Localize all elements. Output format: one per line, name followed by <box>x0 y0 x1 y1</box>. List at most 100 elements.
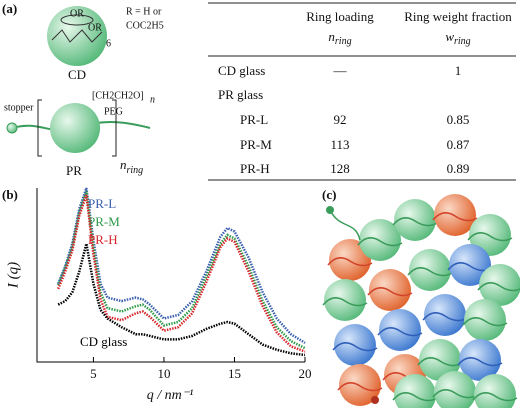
chain <box>337 382 383 392</box>
chain <box>367 287 413 297</box>
label: COC2H5 <box>126 20 164 31</box>
panel-label: (a) <box>2 1 17 16</box>
row-label: PR-M <box>240 137 272 152</box>
chain <box>472 392 518 402</box>
label: OR <box>70 8 84 19</box>
series-label: CD glass <box>80 334 127 349</box>
panel-label: (c) <box>322 187 336 202</box>
sphere <box>334 324 376 366</box>
subscript: ring <box>454 36 471 47</box>
sphere <box>474 374 516 408</box>
chain <box>392 217 438 227</box>
table-cell: 0.85 <box>447 112 470 127</box>
chain <box>322 297 368 307</box>
row-label: CD glass <box>218 63 265 78</box>
sphere <box>359 219 401 261</box>
sphere <box>409 249 451 291</box>
label: [CH2CH2O] <box>92 90 144 101</box>
column-header: Ring weight fraction <box>404 9 512 24</box>
table-cell: 113 <box>330 137 349 152</box>
chain <box>357 237 403 247</box>
subscript: ring <box>127 165 144 176</box>
symbol: n <box>328 29 335 44</box>
subscript: ring <box>335 36 352 47</box>
label: PEG <box>104 106 123 117</box>
sphere <box>469 214 511 256</box>
x-axis-label: q / nm⁻¹ <box>147 388 194 403</box>
series-label: PR-L <box>88 196 116 211</box>
label: PR <box>66 163 82 178</box>
sphere <box>379 309 421 351</box>
label: n <box>150 94 155 105</box>
chain <box>332 342 378 352</box>
panel-label: (b) <box>2 187 18 202</box>
stopper <box>371 396 379 404</box>
sphere <box>369 269 411 311</box>
chain <box>457 357 503 367</box>
stopper <box>326 206 334 214</box>
column-symbol: nring <box>328 29 351 47</box>
symbol: n <box>120 157 127 172</box>
sphere <box>459 339 501 381</box>
table-cell: 0.89 <box>447 161 470 176</box>
sphere <box>394 199 436 241</box>
column-symbol: wring <box>445 29 470 47</box>
row-label: PR-H <box>240 161 270 176</box>
sphere <box>324 279 366 321</box>
table-cell: — <box>333 63 348 78</box>
data-line <box>57 243 306 357</box>
sphere <box>464 299 506 341</box>
chain <box>432 212 478 222</box>
series-label: PR-H <box>88 232 118 247</box>
chain <box>417 357 463 367</box>
table-cell: 1 <box>455 63 462 78</box>
sphere <box>339 364 381 406</box>
sphere <box>434 371 476 408</box>
label: CD <box>68 67 86 82</box>
table-cell: 0.87 <box>447 137 470 152</box>
stopper <box>6 122 18 134</box>
axes <box>36 188 305 363</box>
label: 6 <box>106 38 111 49</box>
cd-bonds <box>51 29 103 43</box>
sphere <box>329 239 371 281</box>
sphere <box>434 194 476 236</box>
cd-ring <box>60 14 94 26</box>
chain <box>422 312 468 322</box>
table-cell: 128 <box>330 161 350 176</box>
row-label: PR-L <box>240 112 268 127</box>
chain <box>327 257 373 267</box>
sphere <box>449 244 491 286</box>
y-axis-label: I (q) <box>5 262 21 289</box>
x-tick-label: 15 <box>228 366 241 381</box>
sphere <box>394 374 436 408</box>
chart: q / nm⁻¹ I (q) 5 10 15 20 PR-L PR-M PR-H CD gla… <box>5 187 312 403</box>
data-line <box>57 194 306 353</box>
network-illustration <box>322 194 520 408</box>
sphere <box>419 339 461 381</box>
symbol: w <box>445 29 454 44</box>
sphere <box>424 294 466 336</box>
bracket <box>37 99 117 157</box>
cd-ring <box>47 6 107 66</box>
x-tick-label: 20 <box>299 366 312 381</box>
chain <box>377 327 423 337</box>
chain <box>392 392 438 402</box>
ring <box>50 103 100 153</box>
chain <box>329 209 361 241</box>
chain <box>462 317 508 327</box>
chain <box>477 282 520 292</box>
table-cell: 92 <box>334 112 347 127</box>
label: stopper <box>4 102 34 113</box>
column-header: Ring loading <box>306 9 374 24</box>
series-label: PR-M <box>88 214 120 229</box>
data-line <box>57 187 306 344</box>
chain <box>407 267 453 277</box>
x-tick-label: 10 <box>157 366 170 381</box>
label: R = H or <box>126 6 162 17</box>
chain <box>467 232 513 242</box>
x-tick-label: 5 <box>90 366 97 381</box>
chain <box>432 389 478 399</box>
